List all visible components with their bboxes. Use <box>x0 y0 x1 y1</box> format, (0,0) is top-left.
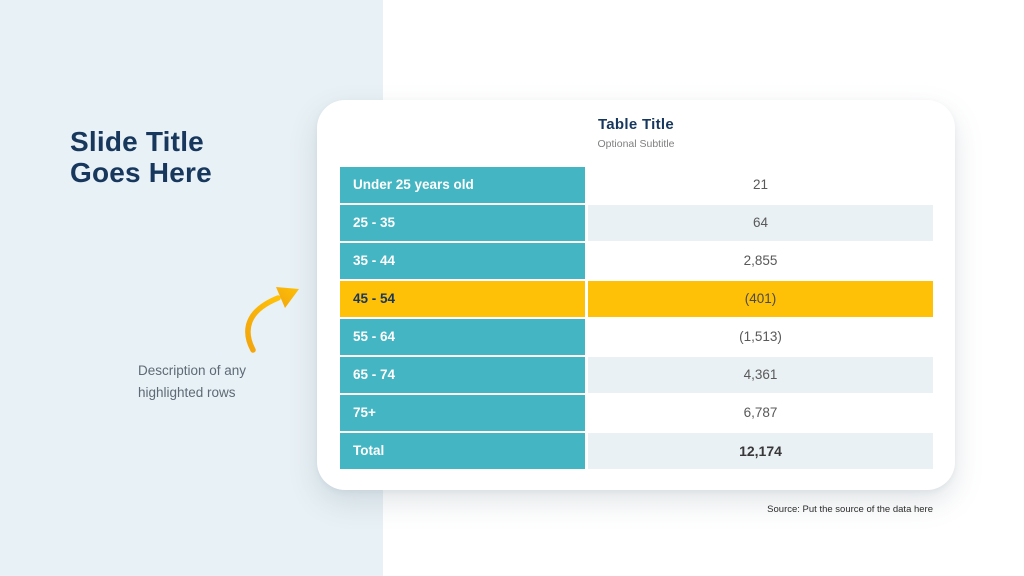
row-value: (1,513) <box>588 319 933 355</box>
row-label: 35 - 44 <box>340 243 585 279</box>
row-label: 45 - 54 <box>340 281 585 317</box>
table-card: Table Title Optional Subtitle Under 25 y… <box>317 100 955 490</box>
row-label: Total <box>340 433 585 469</box>
row-value: 21 <box>588 167 933 203</box>
highlight-description: Description of any highlighted rows <box>138 363 247 400</box>
row-label: 65 - 74 <box>340 357 585 393</box>
table-row: 35 - 44 2,855 <box>340 243 933 279</box>
row-label: Under 25 years old <box>340 167 585 203</box>
table-row: 65 - 74 4,361 <box>340 357 933 393</box>
row-value: 64 <box>588 205 933 241</box>
slide-title: Slide Title Goes Here <box>70 126 212 188</box>
table-subtitle: Optional Subtitle <box>597 138 675 150</box>
table-row: 25 - 35 64 <box>340 205 933 241</box>
row-value: 4,361 <box>588 357 933 393</box>
row-label: 25 - 35 <box>340 205 585 241</box>
row-value: 6,787 <box>588 395 933 431</box>
table-row: 55 - 64 (1,513) <box>340 319 933 355</box>
row-value: 12,174 <box>588 433 933 469</box>
row-label: 55 - 64 <box>340 319 585 355</box>
table-title: Table Title <box>597 116 675 133</box>
table-row: 45 - 54 (401) <box>340 281 933 317</box>
row-label: 75+ <box>340 395 585 431</box>
table-row: 75+ 6,787 <box>340 395 933 431</box>
curved-arrow-icon <box>240 283 310 353</box>
table-row: Under 25 years old 21 <box>340 167 933 203</box>
table-row: Total 12,174 <box>340 433 933 469</box>
row-value: 2,855 <box>588 243 933 279</box>
row-value: (401) <box>588 281 933 317</box>
source-note: Source: Put the source of the data here <box>767 504 933 515</box>
data-table: Under 25 years old 21 25 - 35 64 35 - 44 2,85… <box>340 167 933 471</box>
